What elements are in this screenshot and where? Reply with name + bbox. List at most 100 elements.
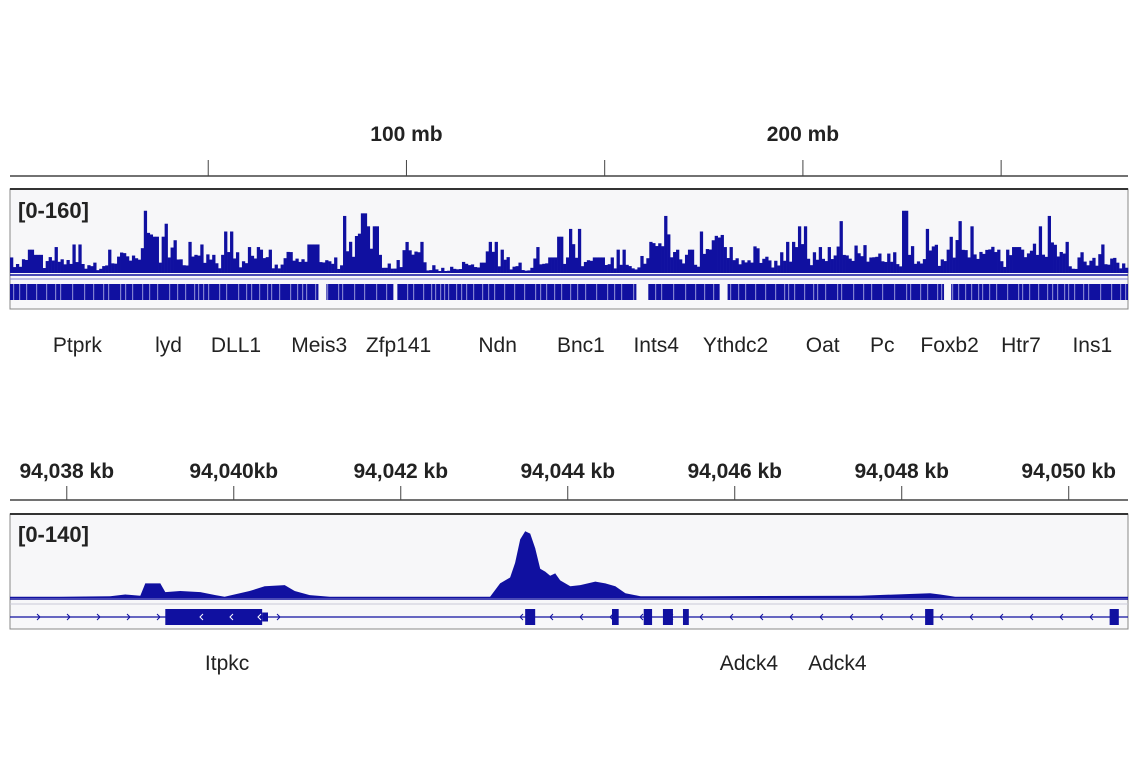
signal-bar: [881, 261, 885, 273]
signal-bin: [354, 213, 368, 273]
signal-bar: [551, 257, 555, 273]
signal-bin: [985, 246, 998, 273]
signal-bar: [687, 249, 692, 273]
signal-bin: [402, 241, 415, 273]
signal-bar: [51, 260, 55, 273]
feature-gap-line: [108, 284, 110, 300]
feature-gap-line: [1083, 284, 1085, 300]
feature-gap-line: [466, 284, 468, 300]
feature-gap: [719, 284, 728, 300]
signal-bar: [1119, 268, 1123, 273]
feature-gap-line: [315, 284, 317, 300]
signal-bar: [684, 254, 689, 273]
signal-bar: [851, 260, 855, 273]
signal-bar: [681, 263, 686, 273]
signal-bar: [102, 266, 106, 273]
feature-gap-line: [596, 284, 598, 300]
signal-bar: [994, 252, 998, 273]
feature-gap-line: [302, 284, 304, 300]
feature-gap-line: [185, 284, 187, 300]
signal-bin: [711, 234, 724, 273]
signal-bin: [128, 255, 142, 273]
signal-bar: [580, 266, 585, 273]
feature-gap-line: [120, 284, 122, 300]
signal-bar: [893, 252, 897, 273]
signal-bar: [729, 247, 733, 273]
signal-bar: [970, 226, 974, 273]
signal-bar: [488, 241, 492, 273]
signal-bar: [372, 226, 377, 273]
signal-bar: [215, 263, 219, 273]
feature-gap-line: [655, 284, 657, 300]
feature-gap-line: [941, 284, 943, 300]
signal-bar: [357, 233, 362, 273]
signal-bin: [497, 249, 510, 273]
feature-gap-line: [894, 284, 896, 300]
feature-gap-line: [920, 284, 922, 300]
signal-bar: [1056, 256, 1060, 273]
signal-bar: [114, 263, 118, 273]
signal-bar: [902, 210, 906, 273]
signal-bar: [313, 244, 317, 273]
feature-gap-line: [494, 284, 496, 300]
signal-bin: [21, 249, 35, 273]
signal-bin: [687, 249, 701, 273]
feature-gap-line: [149, 284, 151, 300]
signal-bar: [408, 250, 412, 273]
signal-bar: [985, 249, 989, 273]
signal-bar: [774, 260, 778, 273]
signal-bar: [1009, 255, 1013, 273]
signal-bar: [461, 261, 466, 273]
signal-bin: [152, 236, 165, 273]
signal-bar: [250, 255, 255, 273]
signal-bar: [265, 257, 269, 273]
signal-bar: [1000, 261, 1004, 273]
feature-gap-line: [125, 284, 127, 300]
signal-bar: [81, 264, 85, 273]
signal-bar: [485, 251, 490, 273]
signal-bar: [542, 263, 546, 273]
signal-bin: [224, 231, 237, 273]
signal-bar: [426, 270, 430, 273]
strand-arrow: [199, 613, 204, 621]
signal-bar: [592, 257, 597, 273]
signal-bar: [595, 257, 600, 273]
signal-bar: [1092, 257, 1096, 273]
signal-bar: [15, 264, 20, 273]
gene-label-itpkc: Itpkc: [205, 652, 249, 675]
top-track-range-label: [0-160]: [18, 198, 89, 223]
feature-gap-line: [456, 284, 458, 300]
signal-bar: [414, 251, 418, 273]
signal-bar: [655, 246, 659, 273]
signal-bar: [937, 265, 941, 273]
signal-bar: [66, 259, 70, 273]
feature-gap-line: [72, 284, 74, 300]
signal-bar: [111, 263, 115, 273]
signal-bar: [518, 262, 522, 273]
signal-bar: [863, 245, 867, 273]
signal-bin: [818, 247, 831, 273]
signal-bar: [227, 252, 231, 273]
signal-bar: [738, 264, 742, 273]
signal-bin: [93, 262, 106, 273]
signal-bar: [922, 259, 927, 273]
feature-gap-line: [765, 284, 767, 300]
exon: [682, 609, 689, 625]
signal-bin: [176, 259, 189, 273]
signal-bar: [919, 263, 924, 273]
signal-bar: [173, 240, 177, 273]
signal-bar: [322, 262, 326, 273]
feature-gap-line: [1064, 284, 1066, 300]
feature-gap-line: [784, 284, 786, 300]
strand-arrow: [999, 613, 1004, 621]
feature-gap-line: [1038, 284, 1040, 300]
signal-bar: [747, 260, 751, 273]
strand-arrow: [96, 613, 101, 621]
signal-bar: [96, 270, 100, 273]
signal-bar: [331, 263, 335, 273]
feature-gap-line: [488, 284, 490, 300]
feature-gap-line: [1047, 284, 1049, 300]
strand-arrow: [66, 613, 71, 621]
signal-bar: [949, 236, 953, 273]
signal-bar: [1077, 257, 1081, 273]
